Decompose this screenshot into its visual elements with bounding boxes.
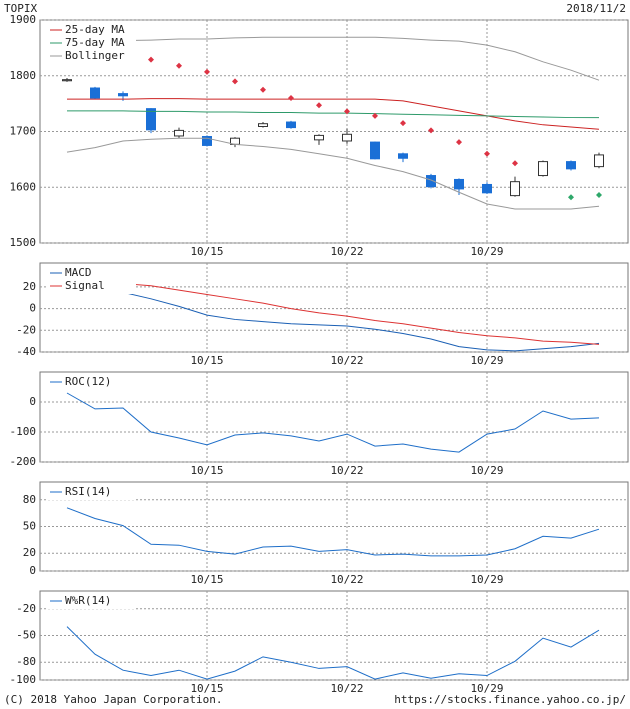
candle-body [146, 108, 156, 131]
y-tick-label: 50 [23, 520, 36, 533]
chart-title: TOPIX [4, 2, 37, 15]
x-tick-label: 10/15 [190, 573, 223, 586]
panel-frame [39, 371, 629, 463]
candle-body [174, 129, 184, 137]
marker [344, 108, 350, 115]
y-tick-label: -50 [16, 629, 36, 642]
x-tick-label: 10/29 [470, 573, 503, 586]
series-line-lower [66, 137, 600, 210]
series-line [67, 36, 600, 81]
x-tick-label: 10/29 [470, 464, 503, 477]
source-url: https://stocks.finance.yahoo.co.jp/ [394, 693, 626, 706]
marker [596, 192, 602, 199]
candle-body [202, 136, 212, 146]
legend-label: RSI(14) [65, 485, 111, 498]
candle-body [594, 154, 604, 168]
candle-body [398, 153, 408, 159]
y-tick-label: -20 [16, 323, 36, 336]
legend-label: 75-day MA [65, 36, 125, 49]
y-tick-label: -100 [10, 425, 37, 438]
candle-body [370, 141, 380, 160]
y-tick-label: 0 [29, 395, 36, 408]
x-tick-label: 10/22 [330, 464, 363, 477]
y-tick-label: 1800 [10, 69, 37, 82]
y-tick-label: 20 [23, 280, 36, 293]
candle-body [426, 175, 436, 188]
marker [176, 62, 182, 69]
marker [372, 112, 378, 119]
x-tick-label: 10/29 [470, 245, 503, 258]
marker [484, 150, 490, 157]
x-tick-label: 10/29 [470, 682, 503, 695]
series-line [66, 507, 600, 557]
marker [260, 86, 266, 93]
marker [400, 120, 406, 127]
y-tick-label: -200 [10, 455, 37, 468]
x-tick-label: 10/22 [330, 682, 363, 695]
series-line [66, 626, 600, 680]
x-tick-label: 10/29 [470, 354, 503, 367]
y-tick-label: 80 [23, 493, 36, 506]
series-line [66, 285, 600, 352]
legend-label: 25-day MA [65, 23, 125, 36]
y-tick-label: 0 [29, 302, 36, 315]
legend-label: W%R(14) [65, 594, 111, 607]
x-tick-label: 10/15 [190, 464, 223, 477]
candle-body [258, 123, 268, 127]
y-tick-label: 1600 [10, 180, 37, 193]
candle-body [286, 121, 296, 129]
legend-label: Signal [65, 279, 105, 292]
marker [428, 127, 434, 134]
y-tick-label: -40 [16, 345, 36, 358]
candle-body [118, 93, 128, 97]
y-tick-label: 1500 [10, 236, 37, 249]
y-tick-label: 20 [23, 546, 36, 559]
date: 2018/11/2 [566, 2, 626, 15]
marker [568, 194, 574, 201]
marker [204, 68, 210, 75]
candle-body [454, 178, 464, 190]
candle-body [538, 161, 548, 177]
marker [232, 78, 238, 85]
marker [456, 139, 462, 146]
copyright: (C) 2018 Yahoo Japan Corporation. [4, 693, 223, 706]
legend-label: ROC(12) [65, 375, 111, 388]
series-line [67, 282, 600, 345]
y-tick-label: 0 [29, 564, 36, 577]
marker [148, 56, 154, 63]
x-tick-label: 10/15 [190, 682, 223, 695]
x-tick-label: 10/22 [330, 573, 363, 586]
marker [288, 95, 294, 102]
y-tick-label: -80 [16, 655, 36, 668]
x-tick-label: 10/15 [190, 245, 223, 258]
series-line [66, 392, 600, 453]
legend-label: MACD [65, 266, 92, 279]
candle-body [482, 183, 492, 194]
y-tick-label: -20 [16, 602, 36, 615]
panel-frame [39, 262, 629, 353]
legend-box [46, 594, 136, 609]
marker [512, 160, 518, 167]
x-tick-label: 10/22 [330, 245, 363, 258]
candle-body [510, 181, 520, 197]
y-tick-label: -100 [10, 673, 37, 686]
legend-box [46, 266, 136, 294]
candle-body [342, 133, 352, 142]
x-tick-label: 10/15 [190, 354, 223, 367]
marker [316, 102, 322, 109]
y-tick-label: 1700 [10, 125, 37, 138]
legend-box [46, 485, 136, 500]
candle-body [314, 134, 324, 141]
x-tick-label: 10/22 [330, 354, 363, 367]
legend-label: Bollinger [65, 49, 125, 62]
series-line [67, 98, 600, 130]
candle-body [90, 87, 100, 99]
candle-body [566, 161, 576, 170]
legend-box [46, 375, 136, 390]
y-tick-label: 1900 [10, 13, 37, 26]
series-line [67, 110, 599, 119]
candle-body [62, 79, 72, 82]
